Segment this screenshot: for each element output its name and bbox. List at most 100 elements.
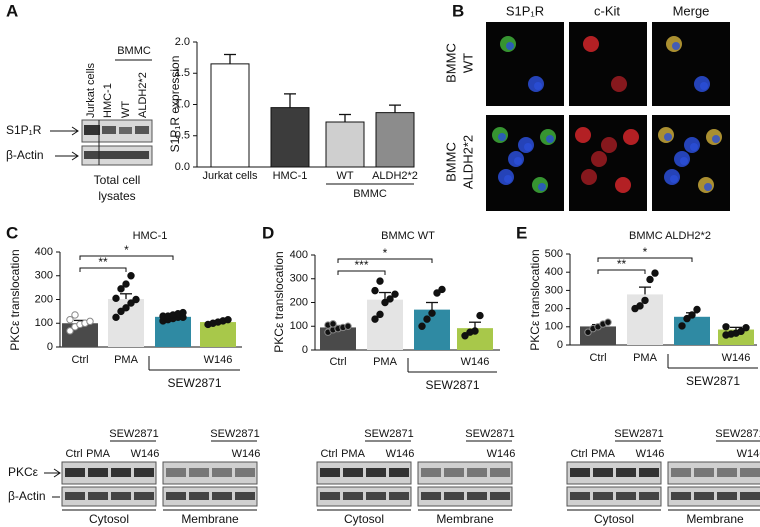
data-point: [391, 290, 399, 298]
y-axis-label: S1P₁R expression: [168, 56, 182, 153]
band: [444, 468, 464, 477]
band: [111, 492, 131, 500]
group-label: SEW2871: [364, 428, 414, 440]
cell: [611, 76, 627, 92]
lane-label: PMA: [86, 448, 111, 460]
band: [65, 468, 85, 477]
blot: [61, 486, 157, 507]
data-point: [742, 324, 750, 332]
blot: [316, 486, 412, 507]
group-label: SEW2871: [614, 428, 664, 440]
fraction-label: Membrane: [181, 512, 239, 526]
band: [616, 468, 636, 477]
significance-bracket: [597, 269, 646, 274]
band: [189, 468, 209, 477]
fraction-label: Membrane: [436, 512, 494, 526]
band: [421, 492, 441, 500]
blot: [162, 461, 258, 485]
band: [212, 468, 232, 477]
band: [570, 492, 590, 500]
row-label: BMMC: [443, 43, 458, 83]
significance-bracket: [79, 267, 127, 272]
band: [671, 468, 691, 477]
fraction-label: Membrane: [686, 512, 744, 526]
band: [389, 492, 409, 500]
chart-title: BMMC WT: [381, 230, 435, 242]
data-point: [381, 298, 389, 307]
data-point: [179, 308, 187, 317]
band: [366, 492, 386, 500]
band: [102, 126, 116, 134]
micrograph: [486, 22, 564, 106]
band: [639, 492, 659, 500]
band: [490, 492, 510, 500]
band: [65, 492, 85, 500]
bar: [674, 316, 710, 345]
data-point: [461, 332, 469, 340]
x-tick-label: HMC-1: [273, 170, 308, 182]
band: [593, 492, 613, 500]
data-point: [604, 318, 612, 326]
data-point: [476, 311, 484, 320]
fraction-label: Cytosol: [594, 512, 634, 526]
data-point: [371, 286, 379, 295]
y-axis-label: PKCε translocation: [272, 251, 286, 352]
caption: Total cell: [94, 173, 141, 187]
nucleus: [704, 183, 712, 191]
y-tick-label: 0.5: [175, 130, 190, 142]
x-tick-label: Ctrl: [589, 352, 606, 364]
band: [135, 126, 149, 134]
lane-label: W146: [131, 448, 160, 460]
group-label: BMMC: [353, 188, 387, 200]
data-point: [376, 310, 384, 319]
band: [717, 492, 737, 500]
data-point: [376, 277, 384, 285]
band: [694, 492, 714, 500]
data-point: [651, 269, 659, 277]
cell: [623, 129, 639, 145]
y-tick-label: 300: [35, 270, 53, 282]
column-label: S1P₁R: [506, 3, 544, 18]
y-tick-label: 100: [545, 321, 563, 333]
group-label: SEW2871: [210, 428, 260, 440]
arrow-head: [53, 468, 61, 478]
band: [444, 492, 464, 500]
band: [212, 492, 232, 500]
x-tick-label: Ctrl: [71, 354, 88, 366]
cell: [583, 36, 599, 52]
group-label: BMMC: [117, 45, 151, 57]
cell: [581, 169, 597, 185]
blot: [566, 461, 662, 485]
x-tick-label: PMA: [633, 352, 658, 364]
cell: [601, 137, 617, 153]
data-point: [344, 322, 352, 330]
data-point: [693, 305, 701, 314]
band: [119, 127, 132, 134]
bar: [325, 121, 365, 168]
band: [111, 468, 131, 477]
panel-label: A: [6, 1, 18, 20]
data-point: [678, 322, 686, 330]
data-point: [471, 327, 479, 335]
y-axis-label: PKCε translocation: [8, 249, 22, 350]
band: [740, 468, 760, 477]
band: [166, 468, 186, 477]
band: [84, 125, 100, 135]
y-tick-label: 200: [35, 293, 53, 305]
band: [490, 468, 510, 477]
y-tick-label: 0: [47, 341, 53, 353]
band: [84, 151, 149, 159]
data-point: [86, 317, 94, 326]
data-point: [71, 311, 79, 319]
data-point: [371, 315, 379, 323]
blot: [566, 486, 662, 507]
band: [134, 492, 154, 500]
group-label: SEW2871: [425, 378, 479, 392]
y-tick-label: 400: [545, 266, 563, 278]
band: [467, 468, 487, 477]
nucleus: [712, 135, 720, 143]
significance-bracket: [337, 258, 433, 263]
row-label: β-Actin: [8, 489, 46, 503]
data-point: [584, 328, 592, 336]
lane-label: PMA: [591, 448, 616, 460]
